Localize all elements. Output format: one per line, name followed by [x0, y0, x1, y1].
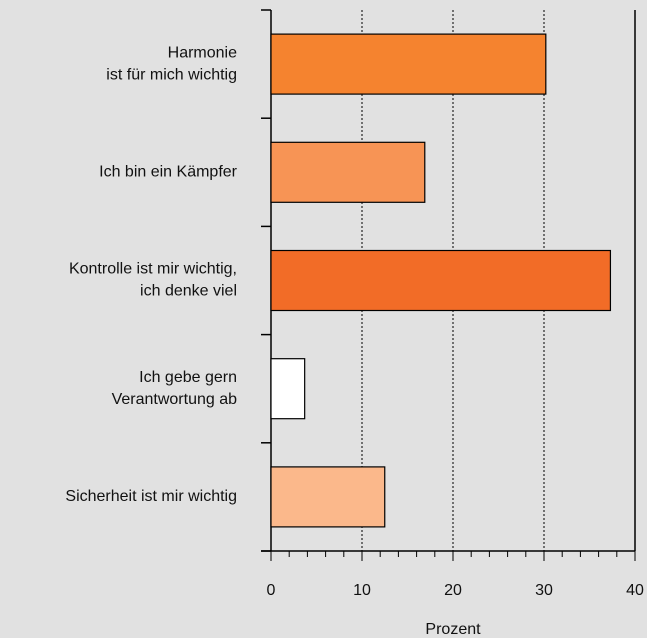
- y-tick-label: Verantwortung ab: [112, 391, 238, 408]
- x-tick-label: 0: [267, 582, 276, 599]
- bar: [270, 358, 306, 420]
- y-tick-label: Harmonie: [168, 44, 237, 61]
- y-tick-label: Ich bin ein Kämpfer: [99, 164, 238, 181]
- bar: [270, 249, 612, 312]
- x-tick-label: 30: [535, 582, 553, 599]
- y-tick-label: Sicherheit ist mir wichtig: [65, 488, 237, 505]
- bar: [270, 141, 426, 203]
- bar: [270, 33, 547, 95]
- y-tick-label: ist für mich wichtig: [106, 66, 237, 83]
- x-tick-label: 20: [444, 582, 462, 599]
- bar: [270, 466, 386, 528]
- x-axis-label: Prozent: [425, 621, 481, 638]
- y-tick-label: ich denke viel: [140, 283, 237, 300]
- y-tick-label: Ich gebe gern: [139, 369, 237, 386]
- x-tick-label: 40: [626, 582, 644, 599]
- x-tick-label: 10: [353, 582, 371, 599]
- y-tick-label: Kontrolle ist mir wichtig,: [69, 261, 237, 278]
